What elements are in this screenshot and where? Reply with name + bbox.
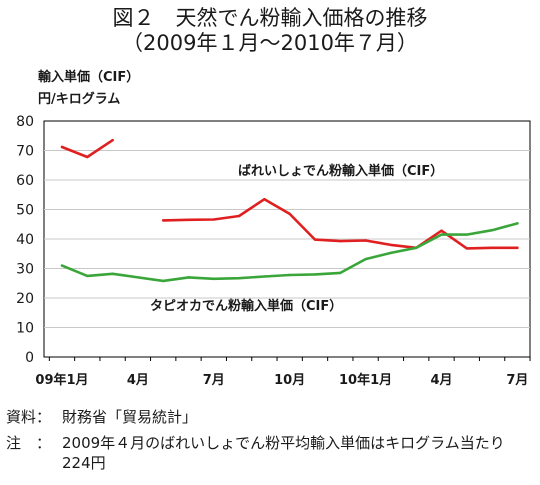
x-tick-label: 4月	[127, 373, 149, 388]
data-point	[389, 243, 393, 247]
x-tick-label: 09年1月	[35, 372, 88, 388]
data-point	[415, 246, 418, 250]
data-point	[86, 274, 89, 278]
data-point	[237, 277, 241, 280]
y-axis-label-line1: 輸入単価（CIF）	[38, 70, 140, 85]
y-tick-label: 30	[16, 262, 34, 278]
series-label-tapioca: タピオカでん粉輸入単価（CIF）	[150, 298, 342, 314]
data-point	[288, 212, 291, 216]
x-tick-label: 10月	[274, 373, 305, 388]
data-point	[187, 276, 190, 279]
data-point	[263, 197, 266, 201]
y-axis-label-line2: 円/キログラム	[38, 92, 121, 107]
x-tick-label: 10年1月	[339, 372, 392, 388]
y-tick-label: 70	[16, 144, 34, 160]
data-point	[313, 238, 317, 241]
y-tick-label: 20	[16, 291, 34, 307]
data-point	[490, 228, 494, 232]
y-tick-label: 0	[25, 350, 34, 366]
y-tick-label: 50	[16, 203, 34, 219]
data-point	[465, 247, 468, 250]
series-lines	[60, 138, 519, 283]
y-axis: 0 10 20 30 40 50 60 70 80	[16, 114, 34, 366]
y-tick-label: 60	[16, 173, 34, 189]
chart-title-line1: 図２ 天然でん粉輸入価格の推移	[112, 6, 428, 30]
chart-title-line2: （2009年１月～2010年７月）	[122, 31, 418, 55]
data-point	[516, 246, 519, 250]
data-point	[339, 239, 342, 243]
data-point	[237, 214, 241, 218]
data-point	[86, 155, 89, 159]
source-label: 資料：	[6, 408, 52, 426]
data-point	[162, 219, 165, 222]
data-point	[111, 272, 114, 276]
data-point	[111, 138, 114, 142]
data-point	[339, 271, 342, 275]
data-point	[60, 264, 64, 267]
grid	[44, 150, 530, 328]
data-point	[136, 276, 140, 279]
data-point	[465, 233, 468, 236]
data-point	[212, 277, 215, 281]
data-point	[187, 218, 190, 222]
data-point	[364, 239, 367, 242]
x-tick-label: 4月	[430, 373, 452, 388]
data-point	[516, 222, 519, 225]
data-point	[364, 257, 367, 261]
y-tick-label: 40	[16, 232, 34, 248]
series-label-potato: ばれいしょでん粉輸入単価（CIF）	[238, 163, 443, 179]
data-point	[212, 218, 215, 221]
data-point	[490, 246, 494, 250]
data-point	[440, 229, 443, 232]
source-text: 財務省「貿易統計」	[62, 408, 198, 426]
data-point	[313, 273, 317, 276]
note-text: 2009年４月のばれいしょでん粉平均輸入単価はキログラム当たり224円	[62, 434, 505, 472]
data-point	[440, 233, 443, 236]
x-axis: 09年1月 4月 7月 10月 10年1月 4月 7月	[35, 357, 531, 388]
data-point	[288, 273, 291, 277]
data-point	[389, 251, 393, 255]
x-tick-label: 7月	[203, 373, 225, 388]
data-point	[162, 279, 165, 283]
data-point	[263, 275, 266, 278]
x-tick-label: 7月	[506, 373, 528, 388]
data-point	[60, 145, 64, 149]
note-label: 注 ：	[6, 434, 52, 452]
y-tick-label: 80	[16, 114, 34, 130]
y-tick-label: 10	[16, 321, 34, 337]
